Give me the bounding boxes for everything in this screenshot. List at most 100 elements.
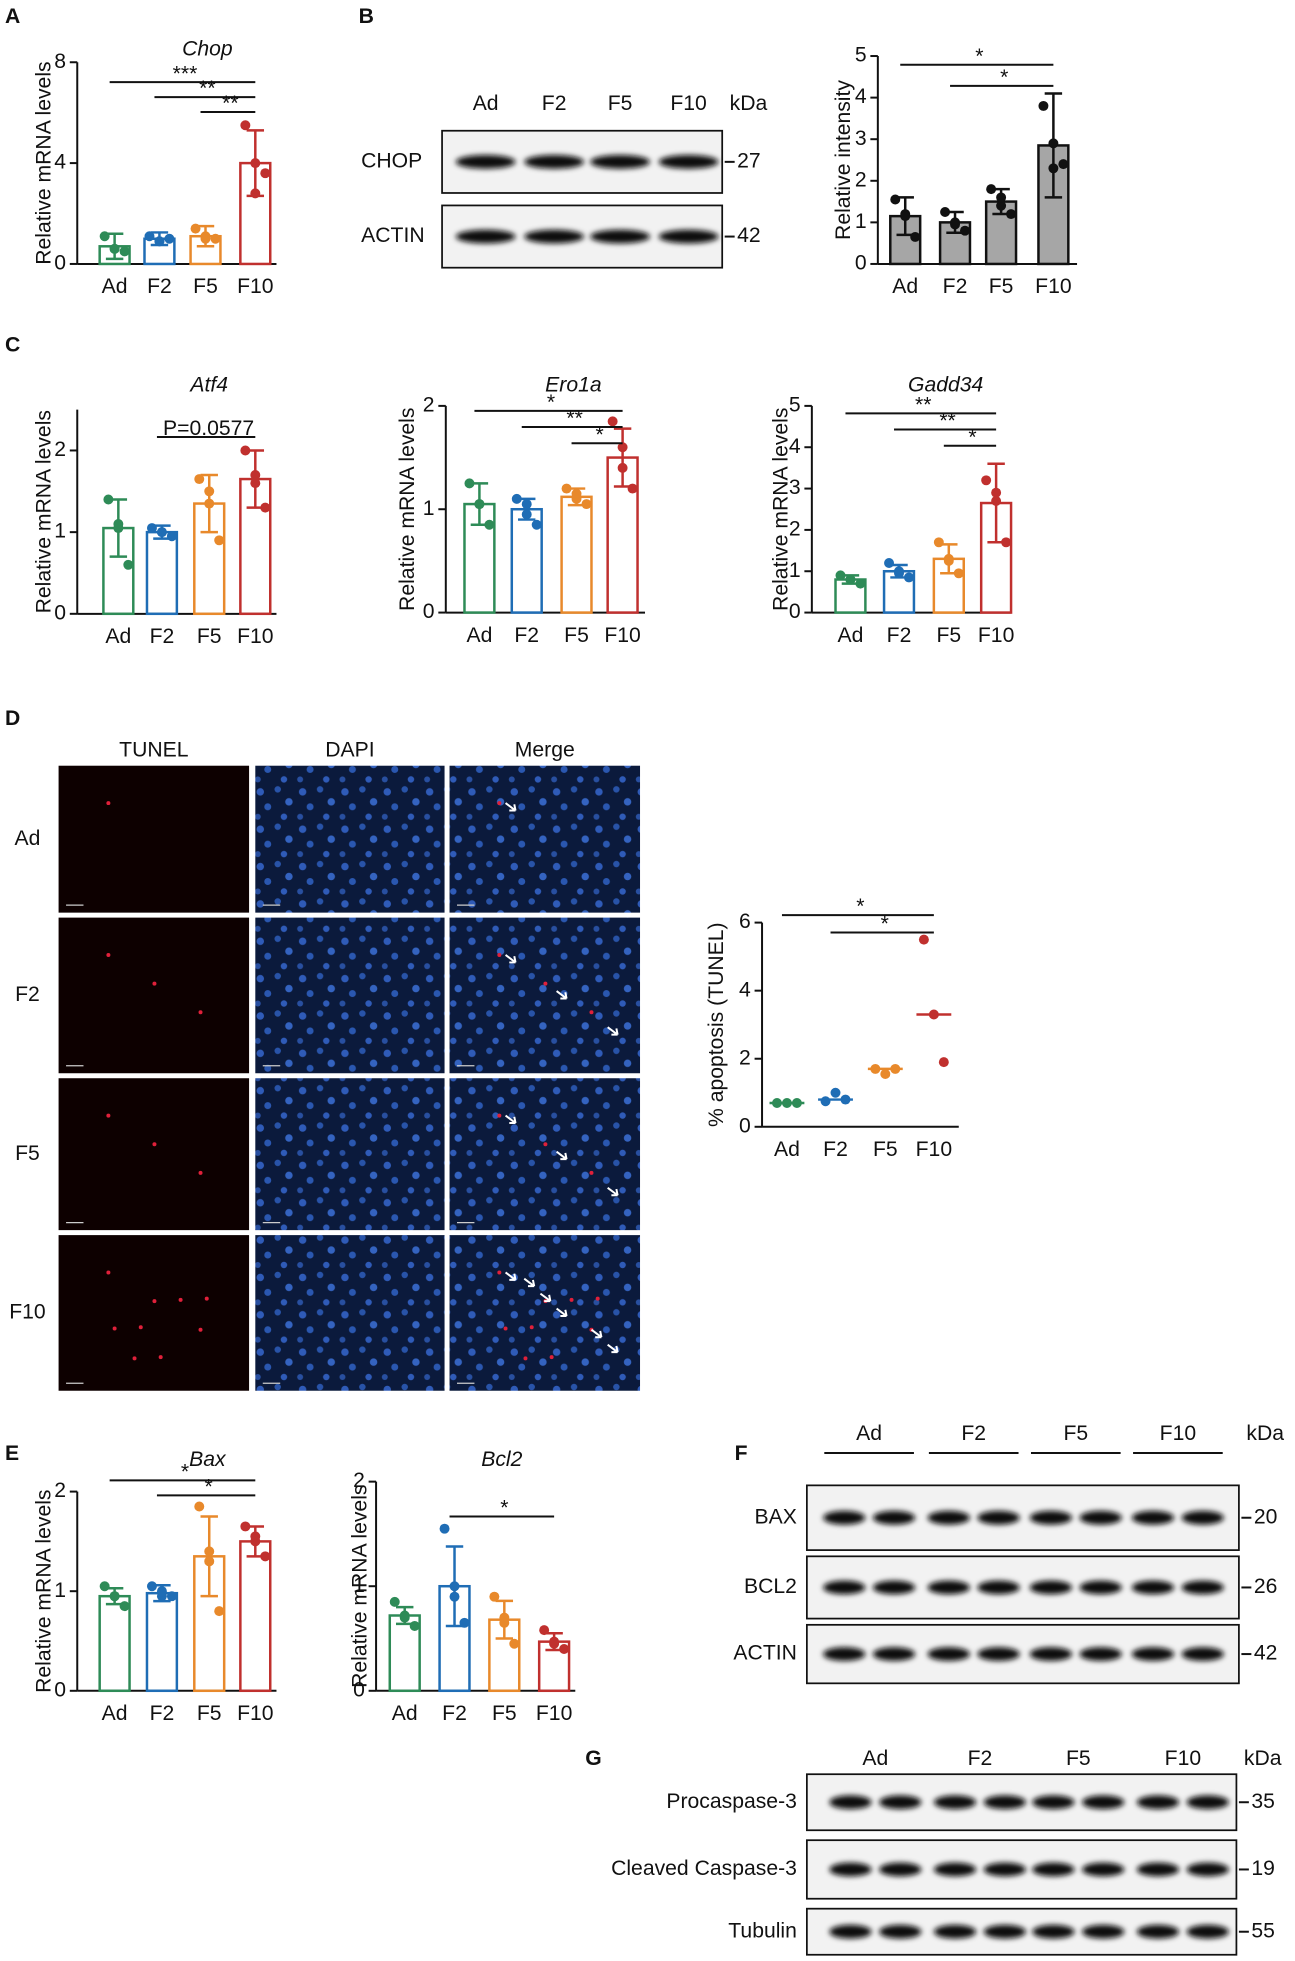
y-tick-label: 4	[789, 435, 801, 458]
band	[1186, 1795, 1229, 1810]
band	[1186, 1862, 1229, 1877]
data-point	[928, 1009, 939, 1020]
micrograph	[58, 917, 250, 1074]
band	[1082, 1795, 1125, 1810]
bar-group	[193, 1515, 226, 1693]
band	[1029, 1580, 1073, 1595]
significance-label: **	[222, 92, 238, 115]
data-point	[409, 1620, 420, 1631]
band	[829, 1862, 872, 1877]
y-tick-label: 5	[855, 44, 867, 67]
chart-title: Bcl2	[481, 1448, 522, 1471]
micrograph	[255, 1078, 445, 1231]
bar-group	[239, 1525, 272, 1693]
band	[658, 229, 719, 244]
data-point	[250, 158, 261, 169]
data-point	[943, 555, 954, 566]
tunel-spot	[106, 952, 111, 957]
data-point	[981, 475, 992, 486]
y-tick-label: 8	[54, 50, 66, 73]
tunel-spot	[106, 801, 111, 806]
band	[823, 1510, 866, 1525]
y-tick-label: 2	[353, 1469, 365, 1492]
band	[933, 1862, 977, 1877]
data-point	[250, 1531, 261, 1542]
y-axis-label: Relative mRNA levels	[349, 1485, 372, 1688]
band	[524, 229, 585, 244]
row-label: Procaspase-3	[666, 1790, 797, 1813]
micrograph	[58, 1078, 250, 1231]
y-tick-label: 2	[54, 438, 66, 461]
x-tick-label: Ad	[392, 1702, 418, 1725]
tunel-spot	[106, 1113, 111, 1118]
row-header: F2	[15, 983, 40, 1006]
band	[1186, 1924, 1229, 1939]
arrow	[607, 1186, 619, 1197]
data-point	[240, 1521, 251, 1532]
data-point	[571, 488, 582, 499]
y-tick-label: 6	[739, 910, 751, 933]
x-tick-label: Ad	[102, 1702, 128, 1725]
band	[658, 155, 719, 169]
tunel-spot	[523, 1356, 528, 1361]
micrograph	[58, 1235, 250, 1391]
row-label: Tubulin	[728, 1919, 797, 1942]
band	[823, 1647, 866, 1661]
x-tick-label: Ad	[466, 624, 492, 647]
arrow	[539, 1292, 552, 1303]
band	[1131, 1647, 1175, 1661]
data-point	[607, 416, 618, 427]
data-point	[561, 483, 572, 494]
y-axis-label: Relative mRNA levels	[770, 408, 793, 611]
band	[1032, 1795, 1075, 1810]
band	[455, 155, 516, 169]
arrow	[504, 954, 517, 964]
y-tick-label: 0	[789, 600, 801, 623]
data-point	[109, 1591, 120, 1602]
y-tick-label: 2	[54, 1479, 66, 1502]
data-point	[870, 1063, 881, 1074]
y-tick-label: 1	[353, 1574, 365, 1597]
data-point	[240, 445, 251, 456]
data-point	[617, 462, 628, 473]
panel-letter: D	[5, 707, 20, 730]
row-label: BCL2	[744, 1575, 797, 1598]
data-point	[123, 559, 134, 570]
data-point	[154, 236, 165, 247]
x-tick-label: F2	[147, 275, 172, 298]
kda-label: 35	[1251, 1790, 1275, 1813]
x-tick-label: Ad	[892, 275, 918, 298]
x-tick-label: Ad	[838, 624, 864, 647]
lane-label: F5	[608, 92, 633, 115]
data-point	[240, 120, 251, 131]
x-tick-label: F10	[978, 624, 1014, 647]
data-point	[996, 200, 1007, 211]
data-point	[933, 537, 944, 548]
data-point	[840, 1094, 851, 1105]
band	[1029, 1510, 1073, 1525]
significance-label: **	[939, 410, 955, 433]
tunel-spot	[543, 1142, 548, 1147]
significance-label: *	[181, 1461, 189, 1484]
kda-label: 42	[1254, 1642, 1278, 1665]
data-point	[99, 1581, 110, 1592]
tunel-spot	[497, 1270, 502, 1275]
data-point	[156, 527, 167, 538]
x-tick-label: F10	[536, 1702, 572, 1725]
data-point	[144, 231, 155, 242]
y-tick-label: 0	[739, 1114, 751, 1137]
tunel-spot	[158, 1355, 163, 1360]
chart-title: Gadd34	[908, 374, 983, 397]
significance-label: **	[566, 407, 582, 430]
y-tick-label: 0	[423, 600, 435, 623]
micrograph	[255, 765, 445, 913]
data-point	[389, 1596, 400, 1607]
panel-letter: A	[5, 5, 20, 28]
y-tick-label: 0	[855, 252, 867, 275]
significance-label: *	[595, 423, 603, 446]
y-axis-label: Relative mRNA levels	[396, 408, 419, 611]
data-point	[260, 168, 271, 179]
bar	[560, 495, 593, 614]
x-tick-label: F2	[943, 275, 968, 298]
